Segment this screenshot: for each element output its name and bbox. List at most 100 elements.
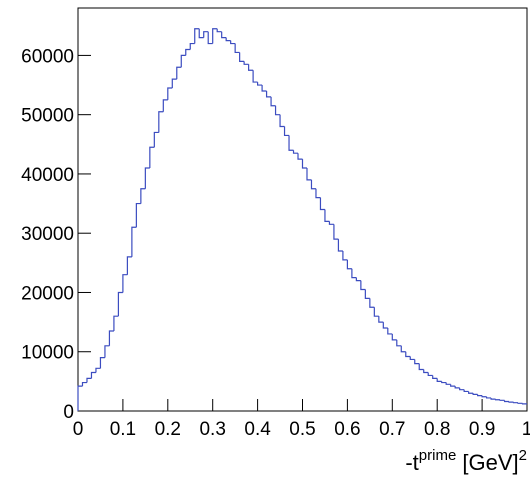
- histogram-bin: [104, 345, 110, 358]
- histogram-bin: [468, 391, 474, 394]
- x-tick-label: 0.2: [155, 419, 181, 440]
- histogram-bin: [283, 126, 290, 137]
- histogram-bin: [292, 150, 299, 154]
- histogram-bin: [288, 135, 294, 151]
- histogram-bin: [324, 209, 330, 222]
- histogram-bin: [360, 280, 366, 291]
- histogram-bin: [364, 289, 370, 299]
- histogram-bin: [167, 87, 173, 100]
- y-tick-label: 40000: [21, 165, 74, 186]
- histogram-bin: [423, 369, 429, 374]
- histogram-bin: [230, 40, 236, 45]
- histogram-bin: [203, 31, 209, 38]
- histogram-bin: [503, 400, 510, 403]
- histogram-bin: [77, 385, 83, 411]
- histogram-bin: [90, 371, 96, 379]
- histogram-bin: [333, 224, 339, 240]
- histogram-bin: [400, 345, 406, 353]
- histogram-bin: [99, 357, 105, 369]
- histogram-bin: [153, 131, 159, 148]
- histogram-bin: [521, 403, 527, 405]
- histogram-bin: [198, 28, 204, 39]
- histogram-bin: [391, 333, 397, 341]
- histogram-bin: [346, 259, 352, 270]
- histogram-bin: [189, 42, 195, 50]
- histogram-bin: [432, 375, 438, 380]
- histogram-bin: [445, 382, 451, 385]
- histogram-bin: [508, 401, 514, 403]
- histogram-bin: [450, 384, 456, 387]
- histogram-bin: [342, 250, 348, 261]
- x-tick-label: 0.4: [244, 419, 271, 440]
- x-tick-label: 0.3: [199, 419, 225, 440]
- histogram-bin: [194, 28, 200, 44]
- histogram-bin: [418, 363, 424, 371]
- x-label-part: prime: [419, 447, 457, 464]
- histogram-bin: [185, 48, 191, 56]
- x-tick-label: 0: [73, 419, 84, 440]
- histogram-bin: [270, 96, 276, 107]
- y-tick-label: 0: [63, 402, 74, 423]
- histogram-bin: [212, 28, 218, 44]
- histogram-bin: [265, 90, 272, 98]
- histogram-bin: [436, 378, 442, 382]
- histogram-bin: [86, 377, 92, 383]
- x-tick-label: 1: [522, 419, 530, 440]
- histogram-bin: [494, 399, 501, 401]
- histogram-bin: [252, 70, 258, 83]
- plot-frame: [77, 7, 528, 412]
- histogram-bin: [113, 315, 119, 331]
- histogram-bin: [382, 322, 388, 329]
- histogram-bin: [108, 330, 114, 346]
- histogram-bin: [405, 351, 411, 358]
- histogram-bin: [396, 339, 402, 347]
- histogram-bin: [261, 85, 267, 92]
- x-tick-label: 0.9: [469, 419, 495, 440]
- histogram-bin: [117, 291, 123, 317]
- histogram-bin: [306, 168, 312, 181]
- histogram-bin: [180, 54, 186, 68]
- histogram-bin: [176, 66, 182, 80]
- y-tick-label: 50000: [21, 106, 74, 127]
- histogram-bin: [239, 52, 245, 62]
- x-tick-label: 0.7: [379, 419, 405, 440]
- histogram-bin: [257, 82, 263, 86]
- histogram-bin: [234, 43, 240, 54]
- histogram-bin: [351, 268, 357, 279]
- histogram-bin: [387, 328, 393, 335]
- histogram-bin: [301, 159, 307, 169]
- histogram-bin: [355, 277, 361, 282]
- histogram-bin: [158, 111, 164, 133]
- x-tick-label: 0.8: [424, 419, 450, 440]
- histogram-bin: [490, 397, 496, 400]
- histogram-bin: [162, 99, 168, 112]
- histogram-bin: [378, 316, 384, 323]
- histogram-bin: [122, 274, 128, 293]
- histogram-bin: [315, 188, 321, 199]
- histogram-bin: [216, 28, 222, 33]
- x-label-part: [GeV]: [456, 450, 518, 475]
- histogram-bin: [454, 386, 460, 389]
- histogram-bin: [248, 64, 254, 71]
- y-tick-label: 10000: [21, 343, 74, 364]
- histogram-bin: [310, 179, 316, 190]
- histogram-bin: [243, 61, 249, 65]
- histogram-bin: [499, 399, 505, 401]
- histogram-bin: [485, 396, 492, 399]
- histogram-bin: [409, 356, 415, 361]
- histogram-bin: [135, 202, 141, 228]
- x-tick-label: 0.5: [289, 419, 315, 440]
- y-tick-label: 20000: [21, 283, 74, 304]
- histogram-bin: [459, 387, 465, 391]
- histogram-bin: [207, 31, 213, 45]
- y-tick-label: 30000: [21, 224, 74, 245]
- histogram-bin: [337, 239, 343, 252]
- histogram-bin: [512, 402, 519, 404]
- histogram-bin: [414, 359, 420, 365]
- histogram-bin: [149, 146, 155, 169]
- histogram-bin: [427, 372, 433, 377]
- histogram-bin: [225, 37, 231, 42]
- histogram-bin: [373, 307, 379, 317]
- x-label-part: -t: [405, 450, 418, 475]
